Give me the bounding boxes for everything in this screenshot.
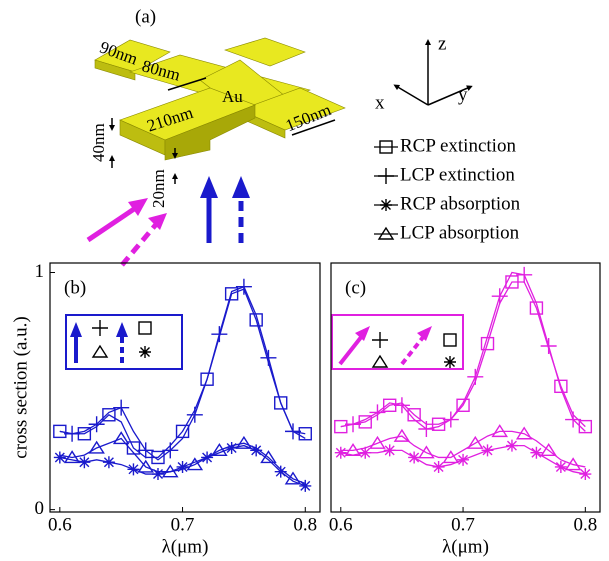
marker	[579, 468, 591, 480]
marker	[482, 444, 494, 456]
marker	[54, 451, 66, 463]
marker	[384, 444, 396, 456]
x-tick-label: 0.7	[451, 514, 475, 535]
light-arrows	[88, 176, 250, 265]
material-label: Au	[222, 87, 243, 106]
axis-letter: z	[438, 33, 446, 54]
marker	[492, 288, 508, 304]
legend-label: LCP extinction	[400, 164, 515, 185]
x-axis-label: λ(μm)	[162, 536, 209, 557]
x-tick-label: 0.7	[171, 514, 195, 535]
marker	[103, 456, 115, 468]
marker	[127, 463, 139, 475]
marker	[92, 320, 108, 336]
legend-label: RCP absorption	[400, 193, 521, 214]
marker	[139, 346, 151, 358]
marker	[275, 466, 287, 478]
marker	[177, 461, 189, 473]
marker	[373, 356, 387, 367]
x-tick-label: 0.6	[329, 514, 353, 535]
x-tick-label: 0.6	[48, 514, 72, 535]
marker	[378, 168, 394, 184]
marker	[139, 322, 151, 334]
x-axis-label: λ(μm)	[442, 536, 489, 557]
marker	[408, 451, 420, 463]
marker	[372, 332, 388, 348]
plot-frame	[331, 263, 600, 512]
legend-label: LCP absorption	[400, 222, 520, 243]
panel-label: (c)	[345, 277, 366, 298]
plot-frame	[50, 263, 320, 512]
legend-label: RCP extinction	[400, 135, 516, 156]
marker	[226, 442, 238, 454]
y-tick-label: 0	[35, 498, 45, 519]
marker	[555, 461, 567, 473]
panel-label: (b)	[64, 277, 86, 298]
axis-letter: y	[458, 84, 468, 105]
marker	[335, 447, 347, 459]
axis-letter: x	[375, 92, 385, 113]
dimension-label: 40nm	[89, 123, 108, 162]
marker	[78, 456, 90, 468]
series-line	[60, 287, 305, 460]
marker	[211, 326, 227, 342]
figure: (a) 90nm 80nm Au 210nm 150nm 40nm 20nm z…	[0, 0, 609, 561]
marker	[433, 461, 445, 473]
marker	[444, 334, 456, 346]
marker	[260, 350, 276, 366]
marker	[444, 356, 456, 368]
marker	[457, 454, 469, 466]
x-tick-label: 0.8	[293, 514, 317, 535]
marker	[506, 440, 518, 452]
marker	[93, 346, 107, 357]
marker	[54, 425, 66, 437]
y-axis-label: cross section (a.u.)	[10, 316, 31, 458]
marker	[467, 369, 483, 385]
marker	[530, 447, 542, 459]
marker	[380, 199, 392, 211]
panel-label: (a)	[135, 6, 156, 27]
y-tick-label: 1	[35, 261, 45, 282]
x-tick-label: 0.8	[573, 514, 597, 535]
marker	[541, 338, 557, 354]
dimension-label: 20nm	[149, 169, 168, 208]
